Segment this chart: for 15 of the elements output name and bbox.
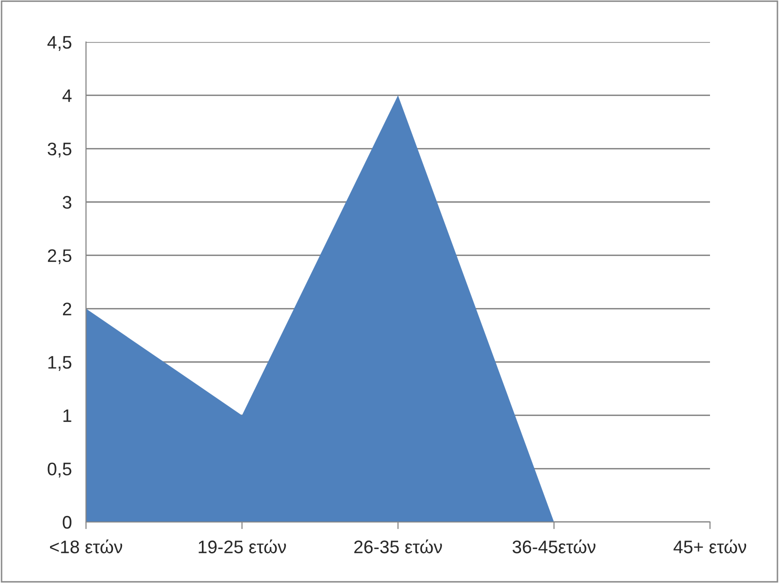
y-tick-label: 2,5 — [48, 249, 72, 264]
y-tick-label: 3,5 — [48, 142, 72, 158]
y-tick-label: 3 — [62, 196, 72, 209]
y-tick-label: 4,5 — [47, 36, 72, 51]
y-tick-label: 1 — [63, 409, 72, 422]
y-tick-label: 0 — [62, 516, 72, 529]
y-tick-label: 2 — [62, 302, 72, 316]
y-tick-label: 0,5 — [48, 462, 72, 478]
y-tick-label: 1,5 — [48, 356, 72, 371]
x-tick-label: 36-45ετών — [512, 540, 596, 554]
y-tick-label: 4 — [62, 89, 72, 102]
x-tick-label: <18 ετών — [50, 540, 122, 554]
x-tick-label: 45+ ετών — [674, 540, 746, 554]
x-tick-label: 26-35 ετών — [354, 540, 442, 554]
x-tick-label: 19-25 ετών — [198, 540, 286, 554]
